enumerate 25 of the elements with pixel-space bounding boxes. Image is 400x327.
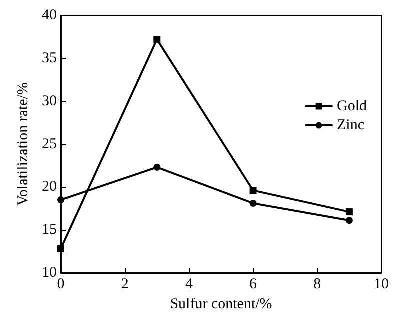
point <box>58 196 64 204</box>
x-axis-title: Sulfur content/% <box>170 296 272 312</box>
legend-label: Gold <box>337 98 368 114</box>
x-tick-label: 6 <box>250 276 258 292</box>
y-tick-label: 15 <box>42 222 57 238</box>
y-axis-title: Volatilization rate/% <box>16 82 32 206</box>
y-tick-label: 30 <box>42 93 57 110</box>
x-tick-label: 2 <box>121 276 129 292</box>
point <box>250 200 257 207</box>
point <box>154 36 161 44</box>
x-tick-label: 10 <box>374 276 389 292</box>
point <box>346 217 353 224</box>
y-tick-label: 25 <box>42 136 57 152</box>
point <box>58 245 64 252</box>
legend-label: Zinc <box>337 118 365 134</box>
point <box>346 208 353 216</box>
x-tick-label: 0 <box>57 276 65 292</box>
y-tick-label: 40 <box>42 8 57 24</box>
y-tick-label: 35 <box>42 50 57 66</box>
point <box>154 164 161 171</box>
x-tick-label: 8 <box>314 276 322 292</box>
y-tick-label: 20 <box>42 179 57 196</box>
x-tick-label: 4 <box>185 276 194 292</box>
point <box>250 187 257 194</box>
y-tick-label: 10 <box>42 265 57 281</box>
